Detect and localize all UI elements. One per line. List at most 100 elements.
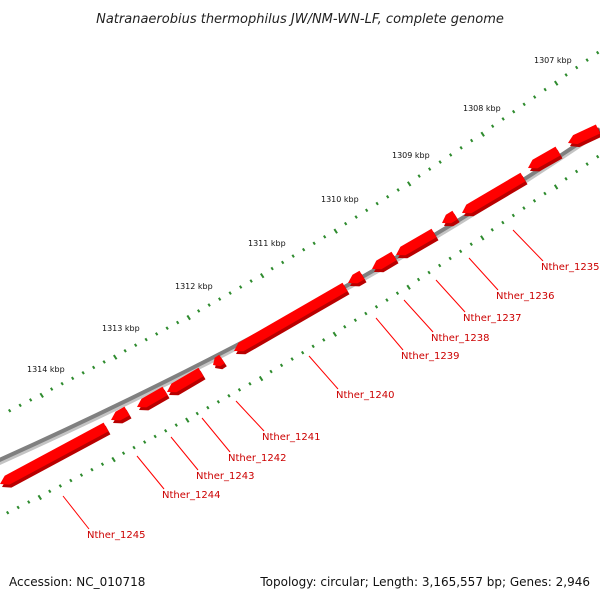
minor-tick xyxy=(428,167,432,171)
gene-label: Nther_1242 xyxy=(228,453,286,464)
minor-tick xyxy=(16,505,20,510)
gene-labels: Nther_1235 Nther_1236 Nther_1237 Nther_1238… xyxy=(87,262,599,541)
minor-tick xyxy=(79,473,84,477)
minor-tick xyxy=(522,206,526,210)
minor-tick xyxy=(228,291,232,295)
minor-tick xyxy=(50,387,54,391)
minor-tick xyxy=(301,350,305,355)
minor-tick xyxy=(291,254,295,258)
gene-label: Nther_1236 xyxy=(496,291,554,302)
minor-tick xyxy=(395,291,400,296)
major-tick xyxy=(553,184,559,190)
minor-tick xyxy=(343,325,347,329)
minor-tick xyxy=(469,242,473,247)
minor-tick xyxy=(532,199,537,203)
major-tick xyxy=(37,494,43,501)
minor-tick xyxy=(248,382,252,386)
gene-leader-line xyxy=(62,495,90,530)
gene-arrow xyxy=(348,270,365,284)
minor-tick xyxy=(532,95,537,99)
gene-arrow xyxy=(0,422,109,485)
minor-tick xyxy=(543,191,547,196)
minor-tick xyxy=(511,109,516,114)
minor-tick xyxy=(81,371,85,375)
gene-leader-line xyxy=(235,400,265,432)
minor-tick xyxy=(459,146,463,150)
accession-label: Accession: NC_010718 xyxy=(9,575,145,589)
minor-tick xyxy=(217,297,222,301)
minor-tick xyxy=(216,400,221,404)
minor-tick xyxy=(596,154,600,159)
minor-tick xyxy=(60,381,64,386)
minor-tick xyxy=(144,337,148,342)
major-tick xyxy=(480,235,485,241)
scale-label: 1310 kbp xyxy=(321,195,359,204)
scale-label: 1311 kbp xyxy=(248,239,286,248)
minor-tick xyxy=(511,213,516,218)
minor-tick xyxy=(28,398,33,402)
major-tick xyxy=(406,284,411,290)
minor-tick xyxy=(459,249,463,254)
major-tick xyxy=(260,273,265,279)
minor-tick xyxy=(153,434,157,439)
minor-tick xyxy=(501,117,505,121)
minor-tick xyxy=(522,102,526,107)
minor-tick xyxy=(121,451,126,456)
gene-arrow xyxy=(442,210,458,224)
gene-leader-line xyxy=(308,355,339,390)
major-tick xyxy=(185,417,190,423)
scale-label: 1314 kbp xyxy=(27,365,65,374)
scale-label: 1309 kbp xyxy=(392,151,430,160)
minor-tick xyxy=(237,388,242,392)
minor-tick xyxy=(239,285,243,289)
minor-tick xyxy=(269,369,273,374)
minor-tick xyxy=(574,169,579,174)
minor-tick xyxy=(365,208,369,213)
minor-tick xyxy=(92,365,96,370)
major-tick xyxy=(39,392,44,398)
minor-tick xyxy=(196,309,201,313)
scale-labels: 1307 kbp 1308 kbp 1309 kbp 1310 kbp 1311 kbp… xyxy=(27,56,572,374)
gene-label: Nther_1244 xyxy=(162,490,220,501)
minor-tick xyxy=(438,263,442,268)
major-tick xyxy=(407,181,412,187)
minor-tick xyxy=(71,376,75,381)
minor-tick xyxy=(102,360,106,364)
gene-leader-line xyxy=(403,299,434,333)
major-tick xyxy=(332,331,338,337)
major-tick xyxy=(113,354,118,360)
gene-leader-line xyxy=(468,257,499,291)
gene-arrow xyxy=(234,282,348,352)
minor-tick xyxy=(142,440,147,444)
minor-tick xyxy=(427,270,431,275)
gene-arrow xyxy=(111,406,130,421)
minor-tick xyxy=(344,221,348,226)
map-title: Natranaerobius thermophilus JW/NM-WN-LF,… xyxy=(96,12,504,27)
gene-arrow xyxy=(462,172,526,214)
minor-tick xyxy=(585,58,589,62)
minor-tick xyxy=(48,489,52,494)
minor-tick xyxy=(564,73,568,77)
gene-arrows xyxy=(0,124,600,488)
minor-tick xyxy=(417,174,421,178)
minor-tick xyxy=(155,332,159,336)
minor-tick xyxy=(448,256,452,261)
outer-scale-ticks xyxy=(8,50,600,413)
minor-tick xyxy=(207,303,211,307)
gene-leader-line xyxy=(201,417,231,453)
minor-tick xyxy=(449,153,453,157)
major-tick xyxy=(333,228,338,234)
gene-leader-lines xyxy=(62,229,544,530)
minor-tick xyxy=(396,188,400,192)
minor-tick xyxy=(596,50,600,55)
minor-tick xyxy=(416,277,421,282)
minor-tick xyxy=(249,279,253,283)
minor-tick xyxy=(270,266,274,271)
gene-label: Nther_1237 xyxy=(463,313,521,324)
minor-tick xyxy=(386,195,390,199)
gene-arrow xyxy=(372,251,397,270)
minor-tick xyxy=(490,228,494,232)
minor-tick xyxy=(585,162,589,166)
gene-arrow xyxy=(213,354,225,367)
